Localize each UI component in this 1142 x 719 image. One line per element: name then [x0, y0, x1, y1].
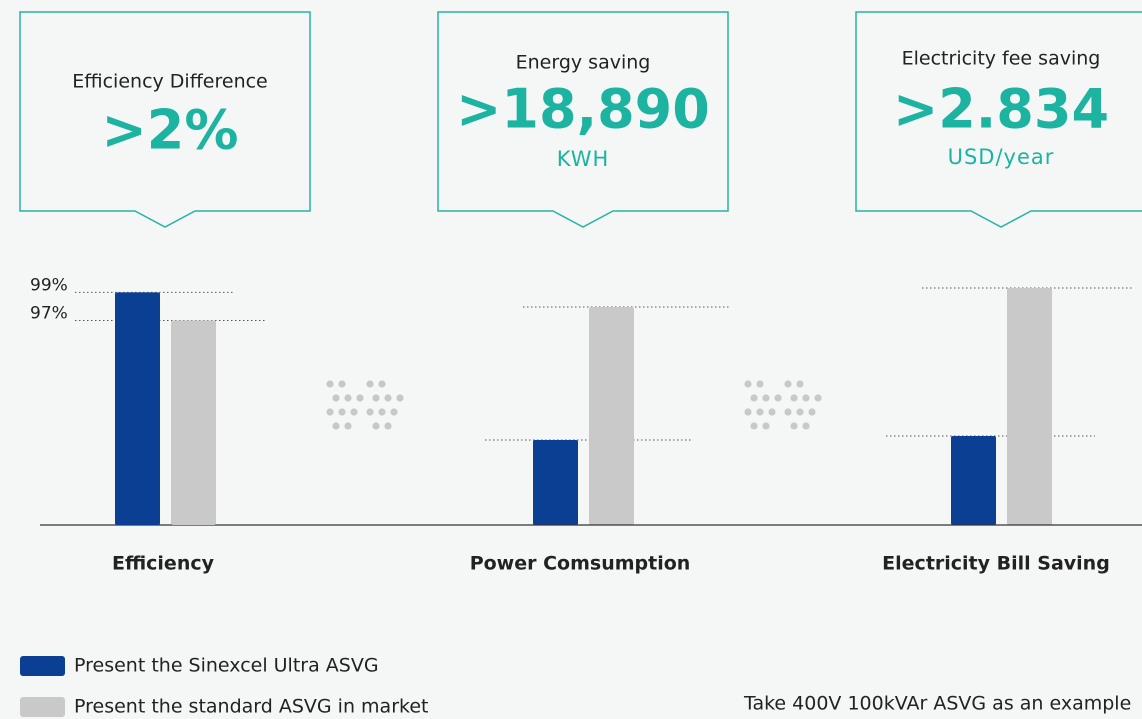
arrow-dot — [750, 394, 758, 402]
arrow-dot — [366, 408, 374, 416]
arrow-dot — [808, 408, 816, 416]
arrow-dot — [802, 394, 810, 402]
x-tick-label: Efficiency — [112, 553, 215, 575]
legend-swatch — [20, 656, 65, 676]
arrow-dot — [378, 408, 386, 416]
callout-unit: USD/year — [948, 145, 1055, 169]
group-label: Electricity Bill Saving — [882, 553, 1110, 575]
arrow-dot — [784, 408, 792, 416]
arrow-dot — [784, 380, 792, 388]
bar — [115, 292, 160, 525]
arrow-dot — [756, 408, 764, 416]
callout-value: >2% — [102, 99, 239, 162]
callout-value: >2.834 — [893, 78, 1109, 141]
callout-value: >18,890 — [456, 78, 710, 141]
arrow-dot — [344, 394, 352, 402]
legend-label: Present the standard ASVG in market — [74, 696, 428, 718]
arrow-dot — [790, 422, 798, 430]
arrow-dot — [338, 380, 346, 388]
arrow-dot — [750, 422, 758, 430]
arrow-dot — [768, 408, 776, 416]
arrow-dot — [762, 422, 770, 430]
arrow-dot — [396, 394, 404, 402]
arrow-dot — [356, 394, 364, 402]
arrow-dot — [744, 408, 752, 416]
legend-label: Present the Sinexcel Ultra ASVG — [74, 655, 379, 677]
arrow-dot — [790, 394, 798, 402]
arrow-dot — [744, 380, 752, 388]
group-label: Power Comsumption — [470, 553, 691, 575]
arrow-dot — [326, 380, 334, 388]
arrow-dot — [390, 408, 398, 416]
arrow-dot — [372, 394, 380, 402]
arrow-dot — [802, 422, 810, 430]
bar — [533, 440, 578, 525]
arrow-dot — [338, 408, 346, 416]
callout-box — [855, 11, 1142, 228]
bar — [1007, 288, 1052, 525]
arrow-dot — [774, 394, 782, 402]
arrow-dot — [332, 422, 340, 430]
arrow-dot — [326, 408, 334, 416]
arrow-dot — [372, 422, 380, 430]
arrow-dot — [350, 408, 358, 416]
arrow-dot — [378, 380, 386, 388]
callout-label: Electricity fee saving — [902, 48, 1101, 70]
arrow-dot — [366, 380, 374, 388]
arrow-dot — [384, 394, 392, 402]
bar — [589, 307, 634, 525]
arrow-dot — [384, 422, 392, 430]
note: Take 400V 100kVAr ASVG as an example — [743, 693, 1131, 715]
callout-label: Efficiency Difference — [72, 71, 268, 93]
arrow-dot — [796, 408, 804, 416]
y-tick-label: 99% — [30, 275, 68, 295]
callout-label: Energy saving — [516, 52, 651, 74]
arrow-dot — [814, 394, 822, 402]
arrow-dot — [332, 394, 340, 402]
legend-swatch — [20, 697, 65, 717]
arrow-dot — [762, 394, 770, 402]
callout-box — [437, 11, 729, 228]
callout-unit: KWH — [557, 147, 610, 171]
bar — [951, 436, 996, 525]
callout-box — [19, 11, 311, 228]
bar — [171, 320, 216, 525]
arrow-dot — [344, 422, 352, 430]
arrow-dot — [756, 380, 764, 388]
arrow-dot — [796, 380, 804, 388]
y-tick-label: 97% — [30, 303, 68, 323]
